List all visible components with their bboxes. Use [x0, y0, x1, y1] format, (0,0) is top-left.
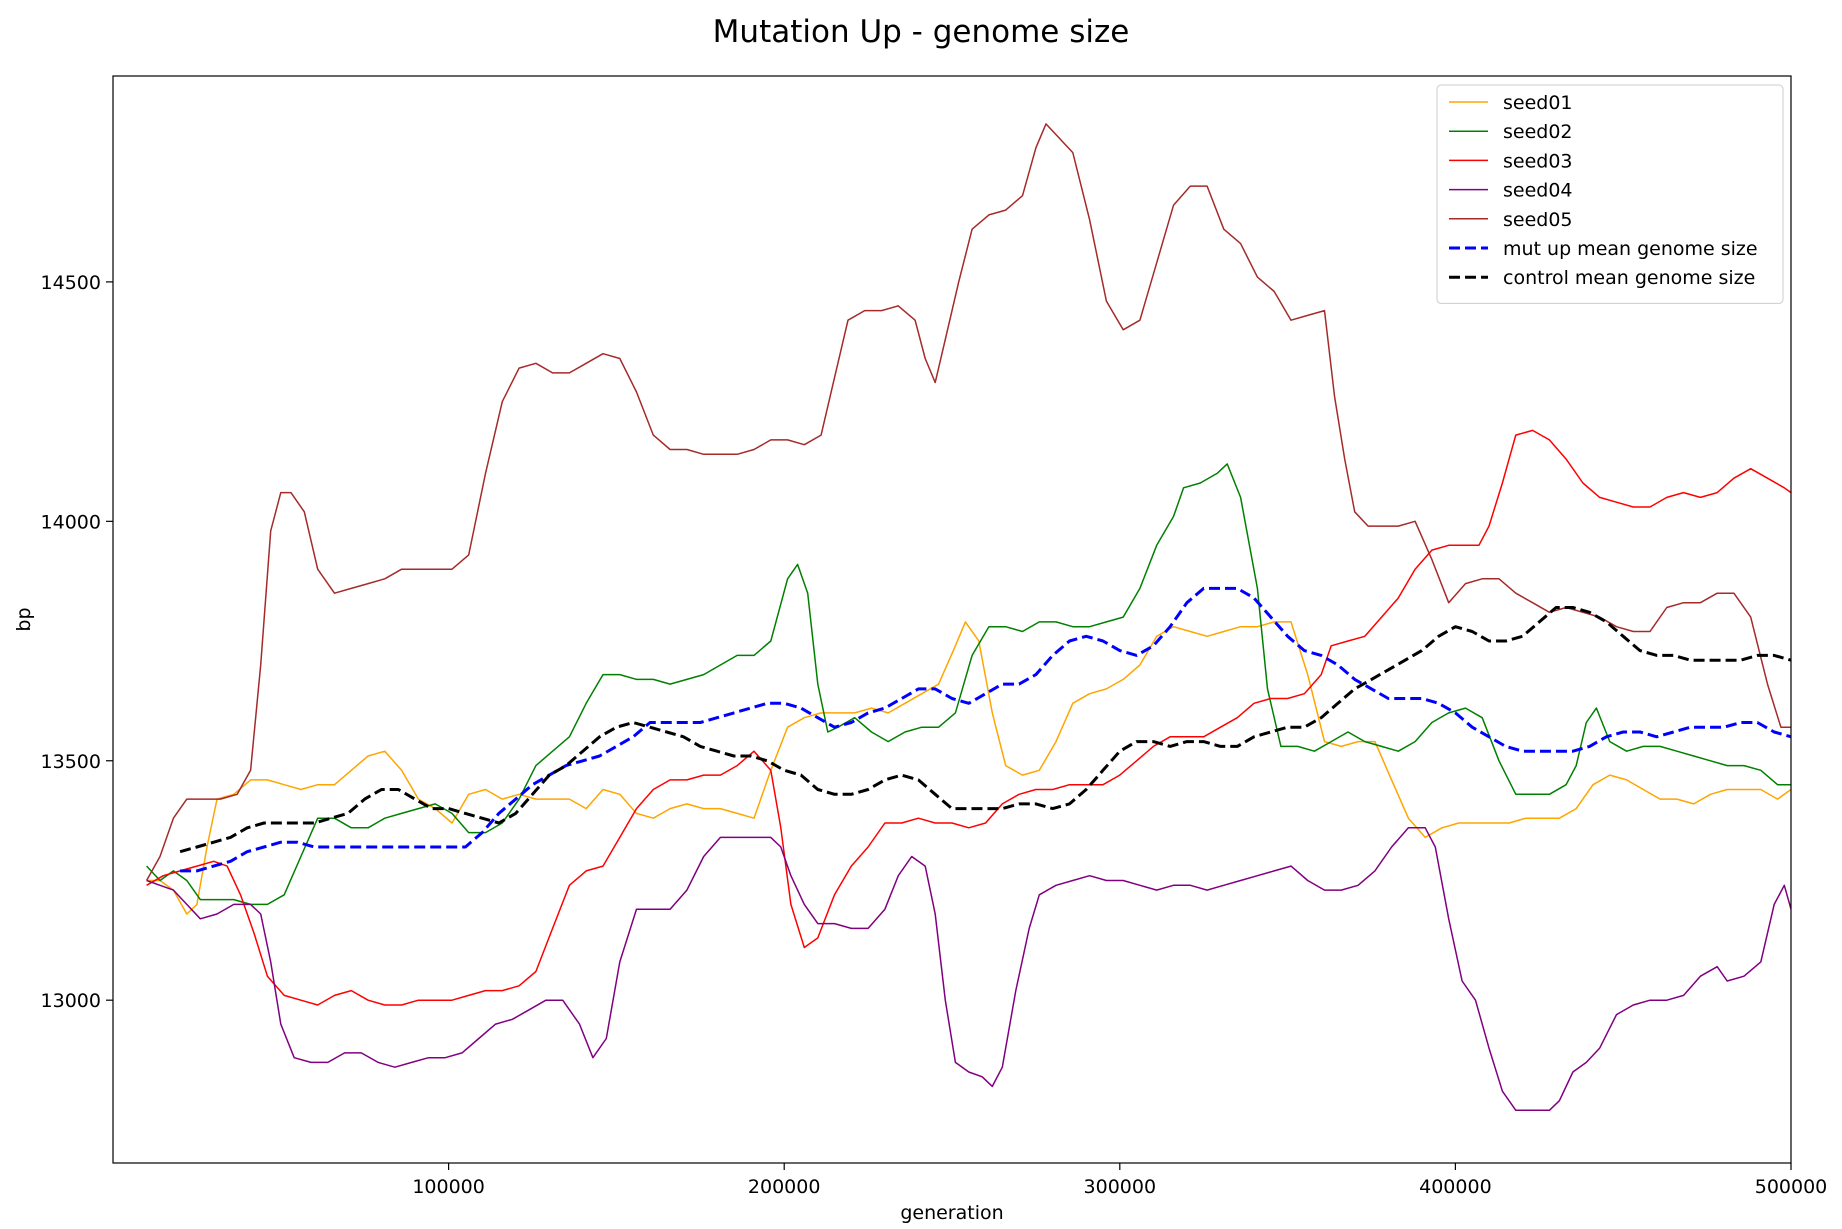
- legend-entry: seed03: [1449, 150, 1573, 172]
- legend-entry: seed01: [1449, 92, 1573, 114]
- y-tick-label: 14000: [41, 511, 101, 533]
- series-line-seed04: [146, 827, 1791, 1112]
- legend-label: seed04: [1503, 180, 1573, 202]
- legend-entry: seed05: [1449, 209, 1573, 231]
- plot-frame: [112, 75, 1792, 1164]
- legend: seed01 seed02 seed03 seed04 seed05 mut up mea…: [1436, 84, 1784, 304]
- series-line-seed05: [145, 123, 1791, 881]
- x-tick-label: 500000: [1755, 1176, 1828, 1198]
- x-tick-label: 200000: [748, 1176, 821, 1198]
- y-axis-label: bp: [13, 607, 35, 631]
- y-tick-label: 13000: [41, 990, 101, 1012]
- y-tick-label: 14500: [41, 272, 101, 294]
- legend-entry: control mean genome size: [1449, 267, 1755, 289]
- legend-entry: seed02: [1449, 121, 1573, 143]
- x-tick-label: 400000: [1419, 1176, 1492, 1198]
- legend-label: seed02: [1503, 121, 1573, 143]
- x-axis: 100000 200000 300000 400000 500000: [412, 1163, 1827, 1198]
- legend-box: [1436, 84, 1784, 304]
- y-tick-label: 13500: [41, 751, 101, 773]
- series-line-control-mean-genome-size: [179, 606, 1791, 854]
- x-tick-label: 100000: [412, 1176, 485, 1198]
- series-line-seed01: [146, 621, 1791, 915]
- legend-label: seed03: [1503, 150, 1573, 172]
- legend-entry: seed04: [1449, 180, 1573, 202]
- chart-title: Mutation Up - genome size: [713, 14, 1130, 50]
- series-line-seed02: [146, 463, 1791, 906]
- legend-label: mut up mean genome size: [1503, 238, 1758, 260]
- legend-label: seed01: [1503, 92, 1573, 114]
- x-axis-label: generation: [900, 1202, 1003, 1224]
- legend-label: seed05: [1503, 209, 1573, 231]
- legend-entry: mut up mean genome size: [1449, 238, 1758, 260]
- y-axis: 13000 13500 14000 14500: [41, 272, 113, 1012]
- series-line-mut-up-mean-genome-size: [180, 586, 1791, 873]
- plot-area-series: [145, 123, 1791, 1112]
- legend-label: control mean genome size: [1503, 267, 1755, 289]
- series-line-seed03: [146, 429, 1791, 1006]
- x-tick-label: 300000: [1084, 1176, 1157, 1198]
